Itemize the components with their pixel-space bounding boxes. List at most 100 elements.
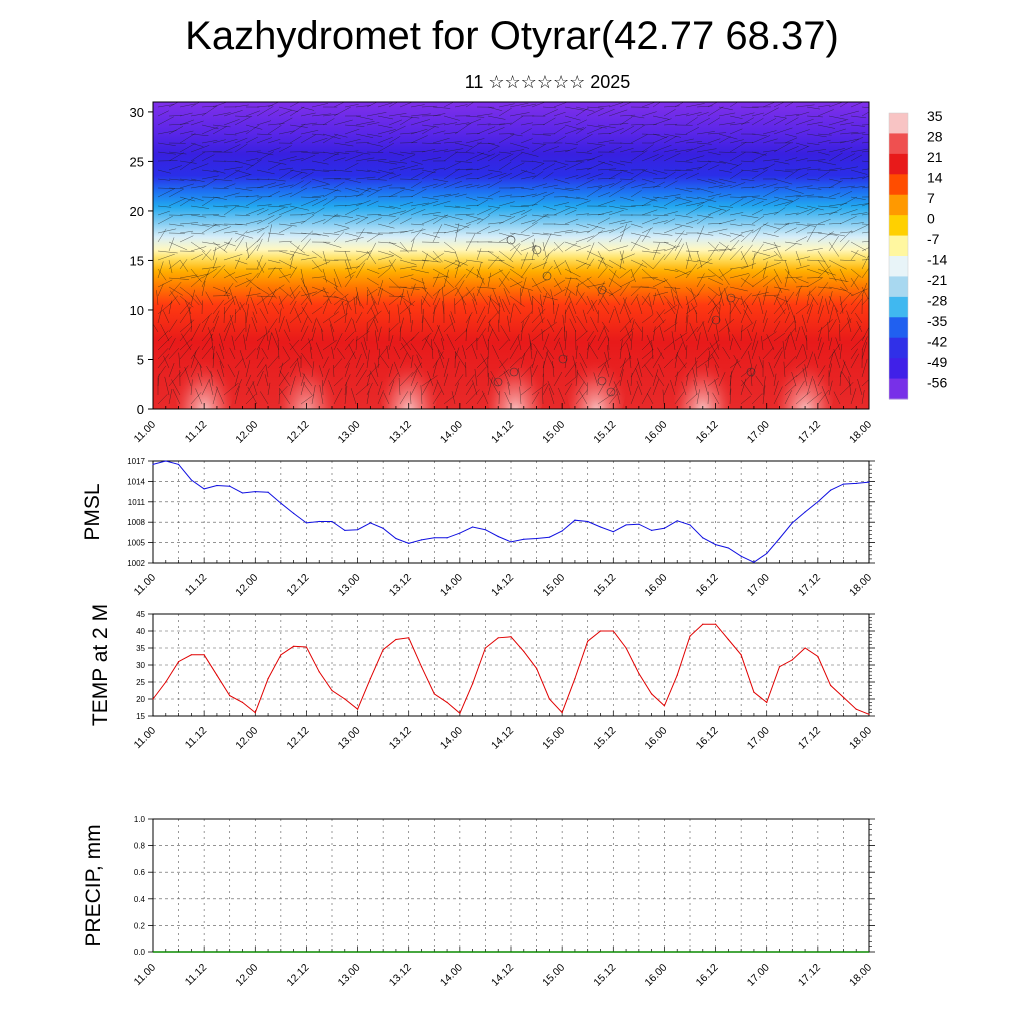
wind-barb bbox=[784, 146, 799, 153]
wind-barb bbox=[839, 177, 854, 180]
wind-barb bbox=[806, 297, 814, 315]
wind-barb bbox=[410, 355, 414, 369]
data-point bbox=[587, 520, 589, 523]
wind-barb bbox=[674, 362, 687, 378]
wind-barb bbox=[803, 344, 808, 360]
wind-barb bbox=[619, 125, 634, 135]
data-point bbox=[804, 647, 806, 649]
wind-barb bbox=[630, 259, 648, 268]
wind-barb bbox=[806, 106, 821, 110]
wind-barb bbox=[564, 361, 577, 378]
wind-barb bbox=[531, 232, 549, 236]
wind-barb bbox=[597, 357, 612, 369]
wind-barb bbox=[223, 322, 231, 342]
wind-barb bbox=[344, 187, 360, 193]
x-tick-label: 13.00 bbox=[336, 962, 363, 989]
wind-barb bbox=[179, 325, 193, 342]
wind-barb bbox=[289, 286, 296, 299]
wind-barb bbox=[641, 292, 651, 306]
wind-barb bbox=[311, 198, 328, 207]
wind-barb bbox=[520, 321, 524, 342]
wind-barb bbox=[164, 376, 170, 396]
wind-barb bbox=[729, 298, 739, 315]
wind-barb bbox=[170, 290, 181, 306]
x-tick-label: 15.12 bbox=[591, 419, 618, 446]
data-point bbox=[305, 646, 308, 648]
wind-barb bbox=[520, 277, 527, 297]
wind-barb bbox=[839, 153, 856, 162]
colorbar-swatch bbox=[889, 317, 908, 339]
wind-barb bbox=[861, 341, 868, 360]
wind-barb bbox=[817, 282, 829, 297]
wind-barb bbox=[509, 268, 524, 279]
wind-barb bbox=[740, 373, 753, 387]
wind-barb bbox=[344, 150, 359, 153]
wind-barb bbox=[835, 337, 841, 351]
wind-barb bbox=[267, 259, 281, 264]
wind-barb bbox=[476, 113, 493, 117]
wind-barb bbox=[762, 347, 774, 360]
wind-barb bbox=[773, 386, 783, 405]
data-point bbox=[395, 638, 397, 641]
wind-barb bbox=[520, 363, 534, 378]
wind-barb bbox=[553, 187, 574, 191]
wind-barb bbox=[465, 218, 481, 225]
chart-subtitle: 11 ☆☆☆☆☆☆ 2025 bbox=[464, 72, 631, 92]
wind-barb bbox=[305, 286, 313, 306]
data-point bbox=[459, 532, 461, 534]
wind-barb bbox=[432, 214, 448, 225]
wind-barb bbox=[553, 327, 563, 342]
wind-barb bbox=[718, 112, 736, 117]
wind-barb bbox=[608, 393, 618, 405]
wind-barb bbox=[289, 375, 296, 396]
wind-barb bbox=[487, 146, 499, 153]
wind-barb bbox=[520, 219, 536, 225]
wind-barb bbox=[498, 103, 515, 108]
wind-barb bbox=[322, 241, 342, 248]
wind-barb bbox=[369, 370, 379, 387]
data-point bbox=[280, 654, 282, 656]
wind-barb bbox=[762, 286, 768, 306]
wind-barb bbox=[608, 234, 624, 243]
wind-barb bbox=[751, 167, 768, 171]
wind-barb bbox=[685, 263, 698, 279]
wind-barb bbox=[355, 187, 372, 198]
wind-barb bbox=[751, 364, 757, 378]
wind-barb bbox=[168, 102, 179, 108]
wind-barb bbox=[333, 195, 347, 198]
wind-barb bbox=[498, 233, 516, 243]
wind-barb bbox=[784, 384, 796, 396]
data-point bbox=[241, 492, 244, 494]
wind-barb bbox=[311, 195, 325, 198]
wind-barb bbox=[839, 190, 853, 198]
wind-barb bbox=[663, 133, 682, 138]
wind-barb bbox=[724, 318, 731, 333]
wind-barb bbox=[828, 259, 847, 270]
wind-barb bbox=[300, 291, 318, 297]
wind-barb bbox=[157, 335, 173, 351]
wind-barb bbox=[201, 154, 215, 162]
data-point bbox=[216, 484, 218, 487]
wind-barb bbox=[454, 213, 475, 216]
wind-barb bbox=[663, 304, 678, 315]
x-tick-label: 11.00 bbox=[132, 725, 159, 752]
wind-barb bbox=[762, 183, 778, 189]
wind-barb bbox=[674, 268, 689, 275]
wind-barb bbox=[355, 286, 361, 307]
wind-barb bbox=[762, 188, 779, 198]
wind-barb bbox=[806, 277, 823, 288]
wind-barb bbox=[718, 178, 737, 184]
wind-barb bbox=[630, 268, 636, 283]
wind-barb bbox=[586, 108, 603, 117]
wind-barb bbox=[168, 152, 184, 162]
wind-barb bbox=[344, 128, 360, 135]
wind-barb bbox=[674, 169, 694, 171]
wind-barb bbox=[707, 160, 726, 164]
wind-barb bbox=[487, 250, 503, 262]
wind-barb bbox=[311, 137, 328, 144]
x-tick-label: 16.00 bbox=[642, 572, 669, 599]
wind-barb bbox=[663, 135, 677, 144]
wind-barb bbox=[344, 362, 350, 378]
wind-barb bbox=[443, 395, 455, 405]
wind-barb bbox=[804, 364, 808, 378]
